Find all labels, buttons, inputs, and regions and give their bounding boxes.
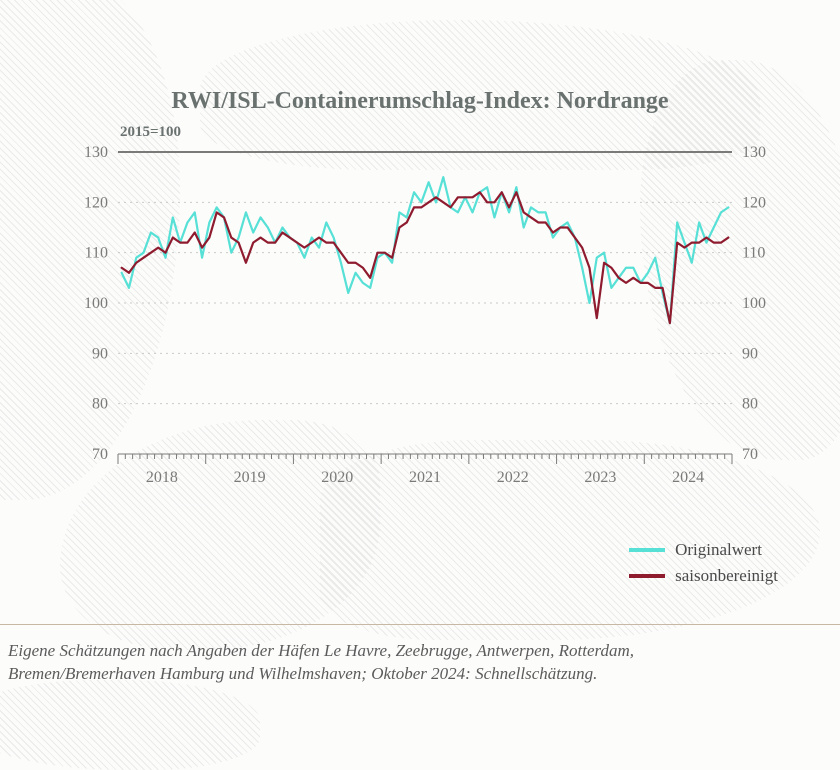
caption-line-2: Bremen/Bremerhaven Hamburg und Wilhelmsh… bbox=[8, 664, 597, 683]
svg-text:2024: 2024 bbox=[672, 469, 704, 486]
svg-text:110: 110 bbox=[742, 245, 765, 262]
svg-text:80: 80 bbox=[92, 396, 108, 413]
legend-swatch bbox=[629, 548, 665, 552]
caption-divider bbox=[0, 624, 840, 625]
legend-label: Originalwert bbox=[675, 540, 762, 560]
svg-text:2023: 2023 bbox=[584, 469, 616, 486]
chart-caption: Eigene Schätzungen nach Angaben der Häfe… bbox=[8, 640, 634, 686]
chart-subtitle: 2015=100 bbox=[120, 124, 181, 141]
svg-text:70: 70 bbox=[742, 446, 758, 463]
svg-text:2018: 2018 bbox=[146, 469, 178, 486]
legend-label: saisonbereinigt bbox=[675, 566, 778, 586]
svg-text:110: 110 bbox=[85, 245, 108, 262]
svg-text:90: 90 bbox=[742, 345, 758, 362]
chart-title: RWI/ISL-Containerumschlag-Index: Nordran… bbox=[0, 88, 840, 115]
svg-text:100: 100 bbox=[84, 295, 108, 312]
series-saisonbereinigt bbox=[122, 192, 729, 323]
legend-item: Originalwert bbox=[629, 540, 778, 560]
svg-text:130: 130 bbox=[742, 144, 766, 161]
svg-text:2021: 2021 bbox=[409, 469, 441, 486]
svg-text:120: 120 bbox=[84, 194, 108, 211]
line-chart: 2018 2019 2020 2021 2022 2023 2024 70 80 90 100 110… bbox=[70, 144, 780, 494]
svg-text:2019: 2019 bbox=[234, 469, 266, 486]
svg-text:120: 120 bbox=[742, 194, 766, 211]
legend-item: saisonbereinigt bbox=[629, 566, 778, 586]
caption-line-1: Eigene Schätzungen nach Angaben der Häfe… bbox=[8, 641, 634, 660]
svg-text:130: 130 bbox=[84, 144, 108, 161]
svg-text:80: 80 bbox=[742, 396, 758, 413]
svg-text:100: 100 bbox=[742, 295, 766, 312]
series-originalwert bbox=[122, 177, 729, 323]
svg-text:90: 90 bbox=[92, 345, 108, 362]
chart-legend: Originalwert saisonbereinigt bbox=[629, 540, 778, 592]
svg-text:70: 70 bbox=[92, 446, 108, 463]
svg-text:2022: 2022 bbox=[497, 469, 529, 486]
svg-text:2020: 2020 bbox=[321, 469, 353, 486]
legend-swatch bbox=[629, 574, 665, 578]
